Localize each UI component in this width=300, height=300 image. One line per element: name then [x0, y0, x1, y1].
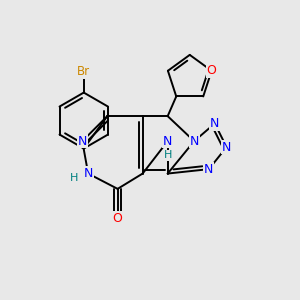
Text: H: H	[70, 173, 78, 183]
Text: O: O	[207, 64, 217, 77]
Text: O: O	[113, 212, 122, 225]
Text: N: N	[190, 135, 199, 148]
Text: H: H	[164, 150, 173, 160]
Text: N: N	[204, 163, 214, 176]
Text: N: N	[163, 135, 172, 148]
Text: N: N	[78, 135, 87, 148]
Text: N: N	[210, 117, 220, 130]
Text: N: N	[83, 167, 93, 180]
Text: N: N	[222, 141, 231, 154]
Text: Br: Br	[77, 65, 90, 78]
